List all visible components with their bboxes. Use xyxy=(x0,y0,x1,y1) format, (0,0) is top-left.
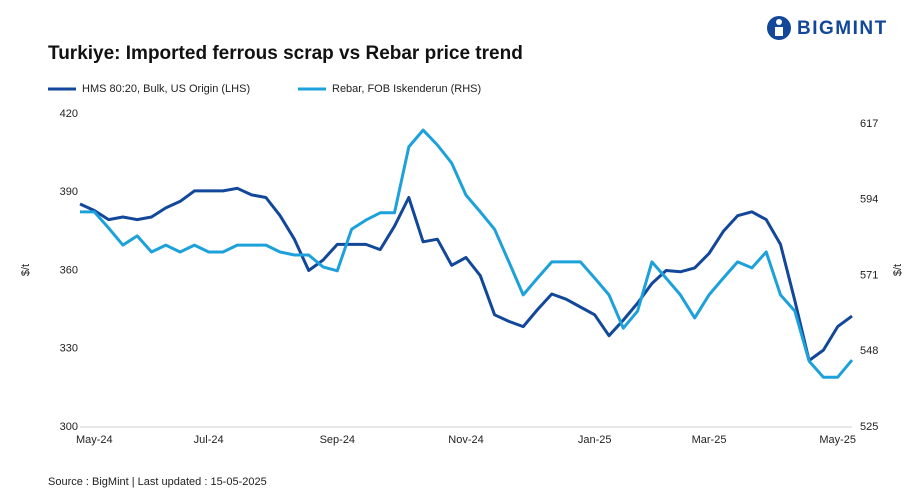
y-tick-label: 420 xyxy=(60,108,78,120)
brand: BIGMINT xyxy=(797,18,888,39)
y2-axis-label: $/t xyxy=(892,264,904,276)
logo: BIGMINT xyxy=(767,16,888,40)
y-tick-label: 330 xyxy=(60,343,78,355)
legend-label: HMS 80:20, Bulk, US Origin (LHS) xyxy=(82,83,250,95)
series-line xyxy=(79,186,853,362)
x-tick-label: May-24 xyxy=(76,434,113,446)
y2-tick-label: 617 xyxy=(860,118,878,130)
y2-tick-label: 548 xyxy=(860,345,878,357)
y-tick-label: 360 xyxy=(60,264,78,276)
series-line xyxy=(80,128,854,379)
x-tick-label: Mar-25 xyxy=(692,434,727,446)
y-tick-label: 300 xyxy=(60,421,78,433)
source: Source : BigMint | Last updated : 15-05-… xyxy=(48,476,267,488)
y-axis-label: $/t xyxy=(20,264,32,276)
logo-icon-body xyxy=(775,27,783,36)
y2-tick-label: 525 xyxy=(860,421,878,433)
logo-icon-head xyxy=(776,19,782,25)
chart-title: Turkiye: Imported ferrous scrap vs Rebar… xyxy=(48,43,523,64)
y2-tick-label: 571 xyxy=(860,269,878,281)
y2-tick-label: 594 xyxy=(860,194,878,206)
x-tick-label: Jul-24 xyxy=(194,434,224,446)
y-tick-label: 390 xyxy=(60,186,78,198)
legend-label: Rebar, FOB Iskenderun (RHS) xyxy=(332,83,481,95)
x-tick-label: Jan-25 xyxy=(578,434,612,446)
x-tick-label: Sep-24 xyxy=(320,434,355,446)
x-tick-label: Nov-24 xyxy=(448,434,483,446)
x-tick-label: May-25 xyxy=(819,434,856,446)
